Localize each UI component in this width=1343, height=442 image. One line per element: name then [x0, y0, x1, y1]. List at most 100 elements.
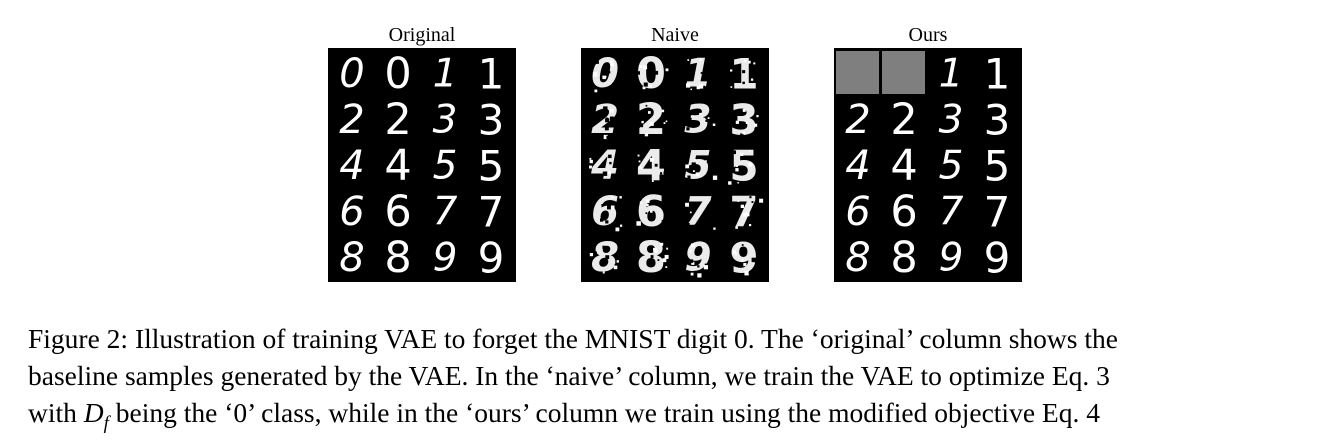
digit-ours-0-3: 1: [984, 50, 1011, 99]
digit-ours-4-2: 9: [939, 236, 964, 281]
noise-speck: [713, 196, 716, 198]
noise-speck: [664, 254, 669, 259]
noise-speck: [594, 89, 598, 93]
noise-speck: [649, 121, 654, 126]
noise-speck: [709, 163, 713, 166]
noise-speck: [666, 247, 669, 250]
digit-naive-4-0: 8: [591, 235, 619, 281]
noise-speck: [637, 154, 640, 157]
digit-ours-2-1: 4: [890, 141, 917, 191]
noise-speck: [735, 180, 738, 183]
noise-speck: [734, 67, 736, 70]
noise-speck: [742, 109, 746, 112]
noise-speck: [610, 63, 614, 67]
noise-speck: [648, 111, 651, 114]
noise-speck: [689, 211, 692, 214]
digit-naive-1-3: 3: [729, 96, 758, 145]
noise-speck: [741, 259, 744, 262]
noise-speck: [600, 218, 604, 222]
noise-speck: [661, 109, 665, 113]
noise-speck: [748, 60, 751, 64]
noise-speck: [707, 117, 710, 119]
noise-speck: [737, 200, 740, 202]
noise-speck: [730, 86, 733, 88]
noise-speck: [687, 175, 691, 179]
noise-speck: [638, 160, 641, 163]
noise-speck: [654, 250, 658, 253]
digit-original-1-3: 3: [478, 96, 505, 145]
noise-speck: [637, 201, 640, 203]
noise-speck: [742, 70, 746, 74]
noise-speck: [694, 224, 699, 228]
noise-speck: [605, 255, 610, 260]
noise-speck: [744, 271, 749, 276]
digit-ours-3-1: 6: [890, 187, 917, 237]
noise-speck: [658, 271, 661, 274]
noise-speck: [686, 127, 690, 131]
noise-speck: [602, 245, 606, 249]
noise-speck: [601, 204, 604, 207]
noise-speck: [662, 258, 667, 263]
digit-original-1-2: 3: [433, 98, 458, 143]
noise-speck: [640, 125, 644, 128]
noise-speck: [700, 72, 703, 74]
noise-speck: [713, 227, 716, 230]
digit-naive-0-3: 1: [729, 50, 758, 99]
noise-speck: [751, 201, 754, 203]
noise-speck: [735, 168, 739, 172]
noise-speck: [619, 205, 624, 210]
digit-naive-2-3: 5: [729, 142, 758, 191]
noise-speck: [707, 204, 711, 209]
caption-line-2: baseline samples generated by the VAE. I…: [28, 360, 1110, 391]
digit-grid-ours: 1 12 2 3 34 4 5 56 6 7 78 8 9 9: [834, 48, 1022, 282]
digit-original-2-0: 4: [339, 143, 364, 189]
digit-naive-0-2: 1: [684, 52, 711, 97]
noise-speck: [665, 120, 668, 123]
noise-speck: [730, 69, 733, 72]
noise-speck: [689, 259, 694, 263]
noise-speck: [610, 271, 613, 274]
noise-speck: [597, 271, 602, 276]
noise-speck: [712, 175, 718, 180]
noise-speck: [753, 62, 756, 65]
noise-speck: [613, 265, 618, 270]
noise-speck: [663, 171, 667, 175]
noise-speck: [607, 205, 611, 210]
noise-speck: [754, 123, 758, 127]
caption-line-3-start: with: [28, 397, 84, 428]
noise-speck: [743, 263, 747, 267]
noise-speck: [638, 165, 642, 169]
noise-speck: [663, 122, 666, 124]
digit-ours-4-0: 8: [845, 235, 870, 281]
noise-speck: [690, 243, 695, 248]
noise-speck: [661, 226, 665, 230]
noise-speck: [703, 265, 708, 270]
noise-speck: [693, 170, 695, 172]
noise-speck: [644, 133, 649, 137]
noise-speck: [665, 266, 668, 268]
digit-original-4-0: 8: [339, 235, 364, 281]
noise-speck: [610, 205, 615, 210]
noise-speck: [603, 106, 608, 111]
digit-original-0-2: 1: [433, 52, 458, 97]
noise-speck: [735, 253, 738, 256]
noise-speck: [690, 122, 693, 125]
noise-speck: [703, 85, 706, 88]
panel-title-original: Original: [388, 24, 456, 46]
noise-speck: [745, 212, 750, 217]
noise-speck: [660, 172, 663, 175]
noise-speck: [645, 212, 648, 214]
noise-speck: [602, 75, 606, 80]
noise-speck: [654, 70, 659, 75]
noise-speck: [732, 150, 736, 155]
noise-speck: [594, 150, 599, 155]
noise-speck: [610, 108, 614, 113]
noise-speck: [651, 180, 654, 182]
caption-line-3-end: being the ‘0’ class, while in the ‘ours’…: [108, 397, 1100, 428]
digit-naive-0-1: 0: [636, 49, 666, 99]
digit-original-4-1: 8: [384, 233, 411, 282]
noise-speck: [699, 58, 703, 62]
noise-speck: [639, 65, 643, 69]
